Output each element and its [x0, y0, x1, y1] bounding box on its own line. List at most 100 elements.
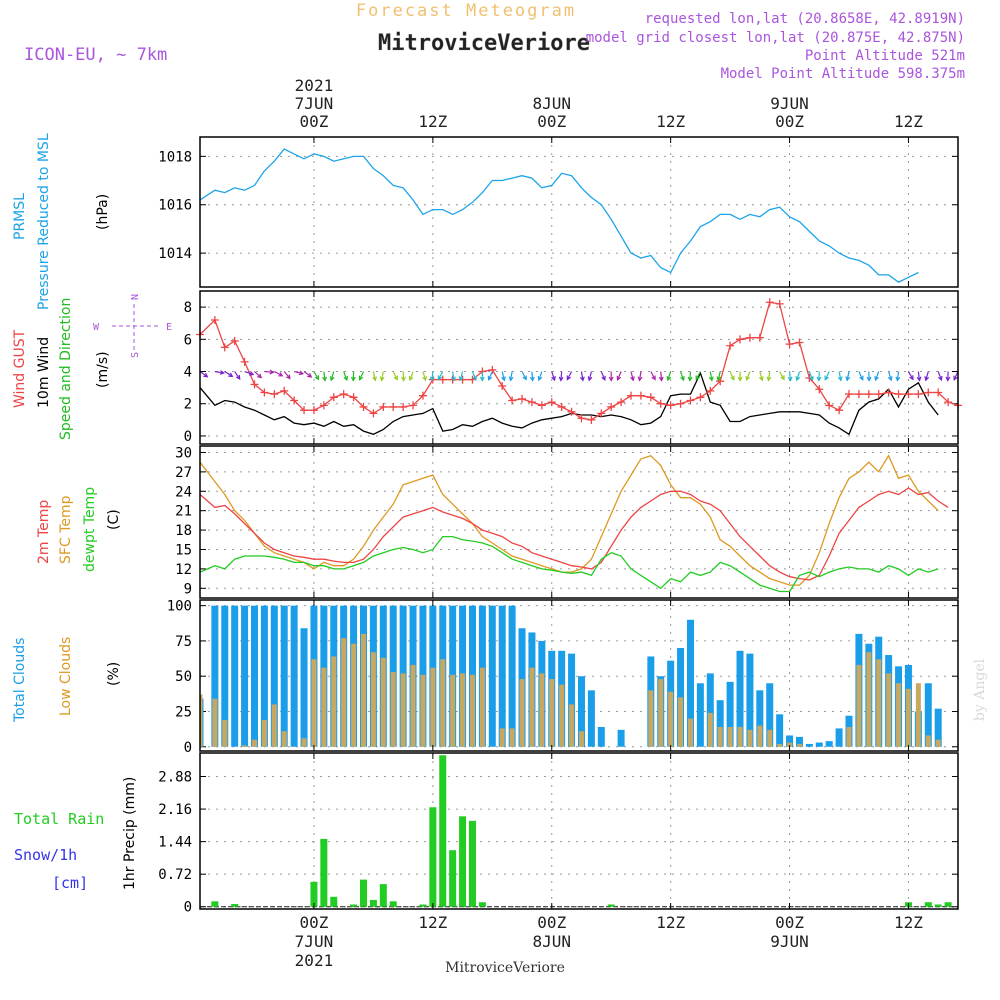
- low-cloud-bar: [400, 673, 406, 747]
- gust-marker: [676, 399, 685, 408]
- gust-marker: [587, 415, 596, 424]
- gust-marker: [785, 340, 794, 349]
- gust-marker: [795, 338, 804, 347]
- arrow-shaft: [729, 371, 735, 380]
- temp-sfc-label: SFC Temp: [58, 495, 74, 564]
- watermark: by Angel: [972, 658, 988, 721]
- total-cloud-bar: [726, 681, 734, 747]
- gust-marker: [230, 336, 239, 345]
- rain-bar: [211, 901, 219, 907]
- arrow-head: [651, 375, 656, 381]
- wind-direction-arrow: [329, 371, 335, 382]
- bottom-tick-label: 12Z: [894, 913, 923, 932]
- rain-bar: [320, 838, 328, 907]
- wind-direction-arrow: [695, 371, 701, 381]
- arrow-head: [708, 376, 714, 382]
- wind-direction-arrow: [244, 370, 255, 376]
- total-cloud-bar: [924, 683, 932, 747]
- gust-marker: [409, 401, 418, 410]
- arrow-head: [737, 376, 743, 382]
- arrow-shaft: [689, 371, 692, 381]
- gust-marker: [220, 343, 229, 352]
- arrow-shaft: [709, 371, 713, 381]
- wind-gust-line: [199, 301, 959, 421]
- low-cloud-bar: [380, 657, 386, 747]
- low-cloud-bar: [905, 688, 911, 747]
- y-tick-label: 24: [175, 484, 192, 500]
- low-cloud-bar: [925, 735, 931, 747]
- arrow-head: [451, 376, 456, 382]
- low-cloud-bar: [687, 718, 693, 747]
- arrow-head: [859, 375, 864, 381]
- arrow-head: [895, 376, 901, 382]
- total-cloud-bar: [815, 742, 823, 747]
- arrow-shaft: [638, 371, 642, 381]
- low-cloud-bar: [876, 659, 882, 747]
- total-cloud-bar: [786, 735, 794, 747]
- arrow-shaft: [846, 371, 850, 381]
- total-cloud-bar: [795, 736, 803, 747]
- low-cloud-bar: [410, 664, 416, 747]
- arrow-head: [501, 376, 506, 382]
- low-cloud-bar: [509, 728, 515, 747]
- wind-direction-arrow: [400, 371, 406, 382]
- gust-marker: [607, 402, 616, 411]
- arrow-head: [716, 376, 722, 382]
- arrow-head: [379, 376, 385, 382]
- panel-frame: [199, 136, 959, 288]
- forecast-title: Forecast Meteogram: [356, 1, 576, 21]
- arrow-shaft: [459, 371, 464, 381]
- arrow-head: [372, 376, 377, 382]
- low-cloud-bar: [200, 694, 203, 747]
- wind-direction-arrow: [608, 371, 614, 382]
- y-tick-label: 2: [184, 397, 192, 413]
- gust-marker: [636, 391, 645, 400]
- gust-marker: [379, 402, 388, 411]
- arrow-head: [408, 375, 414, 382]
- arrow-shaft: [667, 371, 672, 381]
- top-tick-label: 00Z: [775, 112, 804, 131]
- low-cloud-bar: [578, 731, 584, 747]
- arrow-shaft: [283, 371, 291, 379]
- low-cloud-bar: [430, 667, 436, 747]
- gust-marker: [617, 398, 626, 407]
- wind-direction-arrow: [729, 371, 735, 381]
- wind-direction-arrow: [637, 371, 643, 382]
- rain-bar: [389, 901, 397, 907]
- arrow-head: [937, 375, 943, 382]
- y-tick-label: 8: [184, 300, 192, 316]
- arrow-head: [479, 376, 485, 382]
- arrow-shaft: [531, 371, 534, 381]
- wind-direction-arrow: [471, 371, 477, 382]
- low-clouds-label: Low Clouds: [58, 637, 74, 716]
- arrow-shaft: [538, 371, 543, 381]
- gust-marker: [290, 396, 299, 405]
- low-cloud-bar: [747, 729, 753, 747]
- low-cloud-bar: [549, 679, 555, 747]
- wind-direction-arrow: [283, 371, 291, 380]
- wind-direction-arrow: [224, 371, 234, 378]
- arrow-head: [472, 375, 477, 382]
- arrow-shaft: [779, 371, 785, 380]
- wind-direction-arrow: [343, 371, 349, 382]
- y-tick-label: 2.16: [158, 802, 192, 818]
- rain-bar: [934, 904, 942, 907]
- y-tick-label: 4: [184, 365, 192, 381]
- wind-direction-arrow: [845, 371, 851, 382]
- y-tick-label: 0: [184, 740, 192, 756]
- total-cloud-bar: [934, 708, 942, 747]
- wind-direction-arrow: [737, 371, 743, 382]
- wind-direction-arrow: [816, 371, 822, 382]
- wind-direction-arrow: [745, 371, 751, 382]
- top-tick-label: 12Z: [418, 112, 447, 131]
- rain-bar: [359, 879, 367, 907]
- low-cloud-bar: [767, 729, 773, 747]
- wind-direction-arrow: [650, 371, 656, 381]
- gust-marker: [240, 357, 249, 366]
- panel-frame: [199, 599, 959, 752]
- rain-bar: [379, 884, 387, 907]
- total-cloud-bar: [597, 727, 605, 747]
- total-cloud-bar: [241, 605, 249, 747]
- gust-marker: [270, 390, 279, 399]
